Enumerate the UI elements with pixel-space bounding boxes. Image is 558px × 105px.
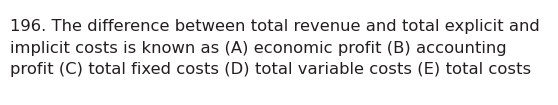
- Text: 196. The difference between total revenue and total explicit and
implicit costs : 196. The difference between total revenu…: [10, 19, 540, 77]
